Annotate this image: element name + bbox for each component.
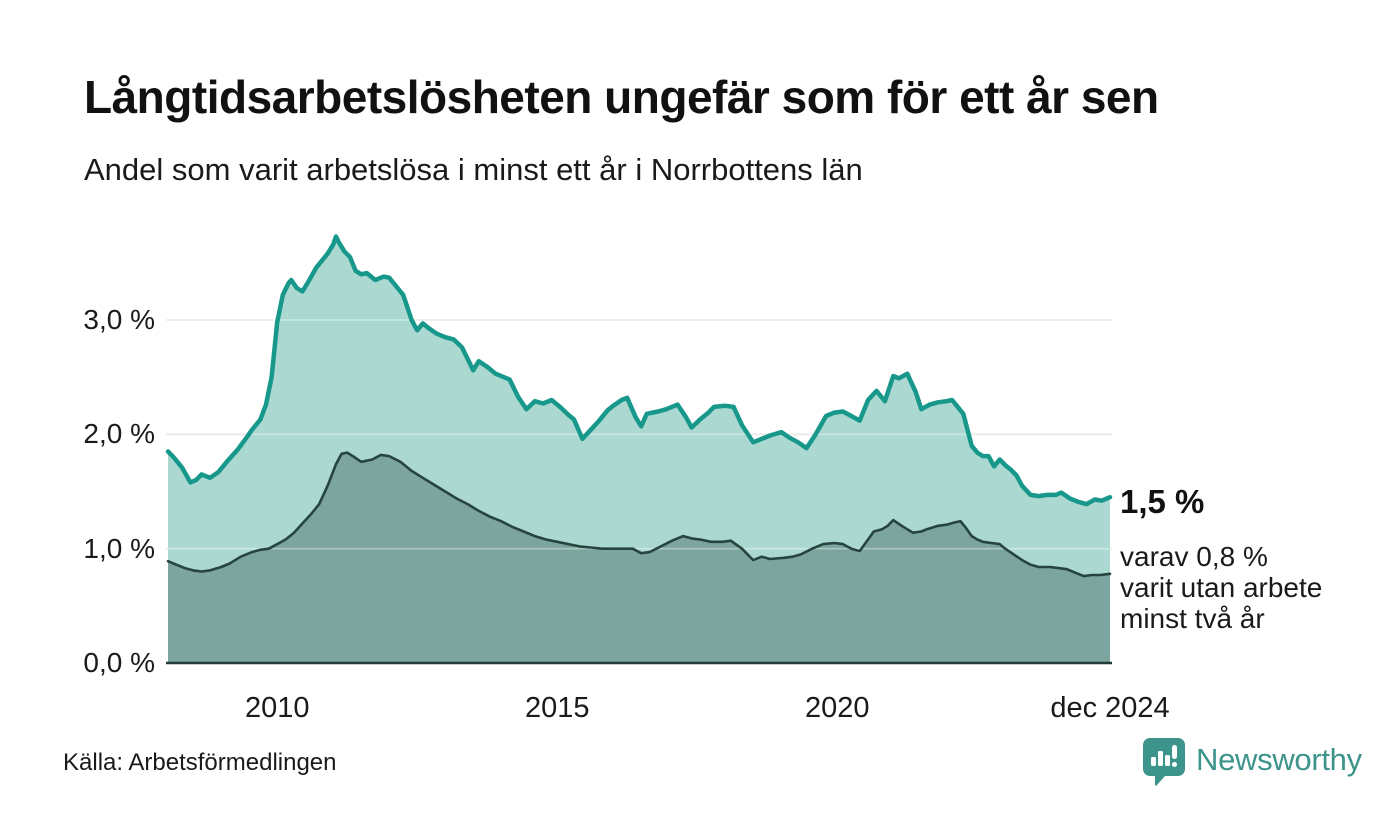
exclamation-bar xyxy=(1172,745,1177,759)
x-tick-label: 2015 xyxy=(524,692,590,724)
end-annotation-line: minst två år xyxy=(1120,603,1265,634)
source-label: Källa: Arbetsförmedlingen xyxy=(63,749,337,776)
end-annotation-line: varit utan arbete xyxy=(1120,572,1323,603)
bar-3 xyxy=(1165,755,1170,766)
end-annotation: varav 0,8 % varit utan arbete minst två … xyxy=(1120,541,1322,634)
bar-2 xyxy=(1158,751,1163,766)
y-tick-label: 0,0 % xyxy=(83,647,155,678)
chart-subtitle: Andel som varit arbetslösa i minst ett å… xyxy=(84,152,863,187)
speech-bubble-shape xyxy=(1143,738,1185,786)
brand-name: Newsworthy xyxy=(1196,742,1362,777)
end-annotation-line: varav 0,8 % xyxy=(1120,541,1268,572)
end-value-label: 1,5 % xyxy=(1120,483,1205,520)
exclamation-dot xyxy=(1172,762,1177,767)
series-line-min-two-years xyxy=(166,451,1112,578)
x-tick-label: 2020 xyxy=(804,692,870,724)
y-tick-label: 3,0 % xyxy=(83,304,155,335)
series-line-min-one-year xyxy=(165,234,1113,507)
gridlines-overlay xyxy=(166,319,1112,550)
chart-title: Långtidsarbetslösheten ungefär som för e… xyxy=(84,71,1159,123)
y-tick-label: 2,0 % xyxy=(83,418,155,450)
bar-1 xyxy=(1151,757,1156,766)
newsworthy-logo: Newsworthy xyxy=(1142,736,1362,792)
newsworthy-icon xyxy=(1143,738,1185,786)
x-tick-label: dec 2024 xyxy=(1050,692,1170,724)
y-tick-label: 1,0 % xyxy=(83,532,155,564)
area-fill-min-two-years xyxy=(168,452,1110,663)
x-tick-label: 2010 xyxy=(244,692,310,724)
